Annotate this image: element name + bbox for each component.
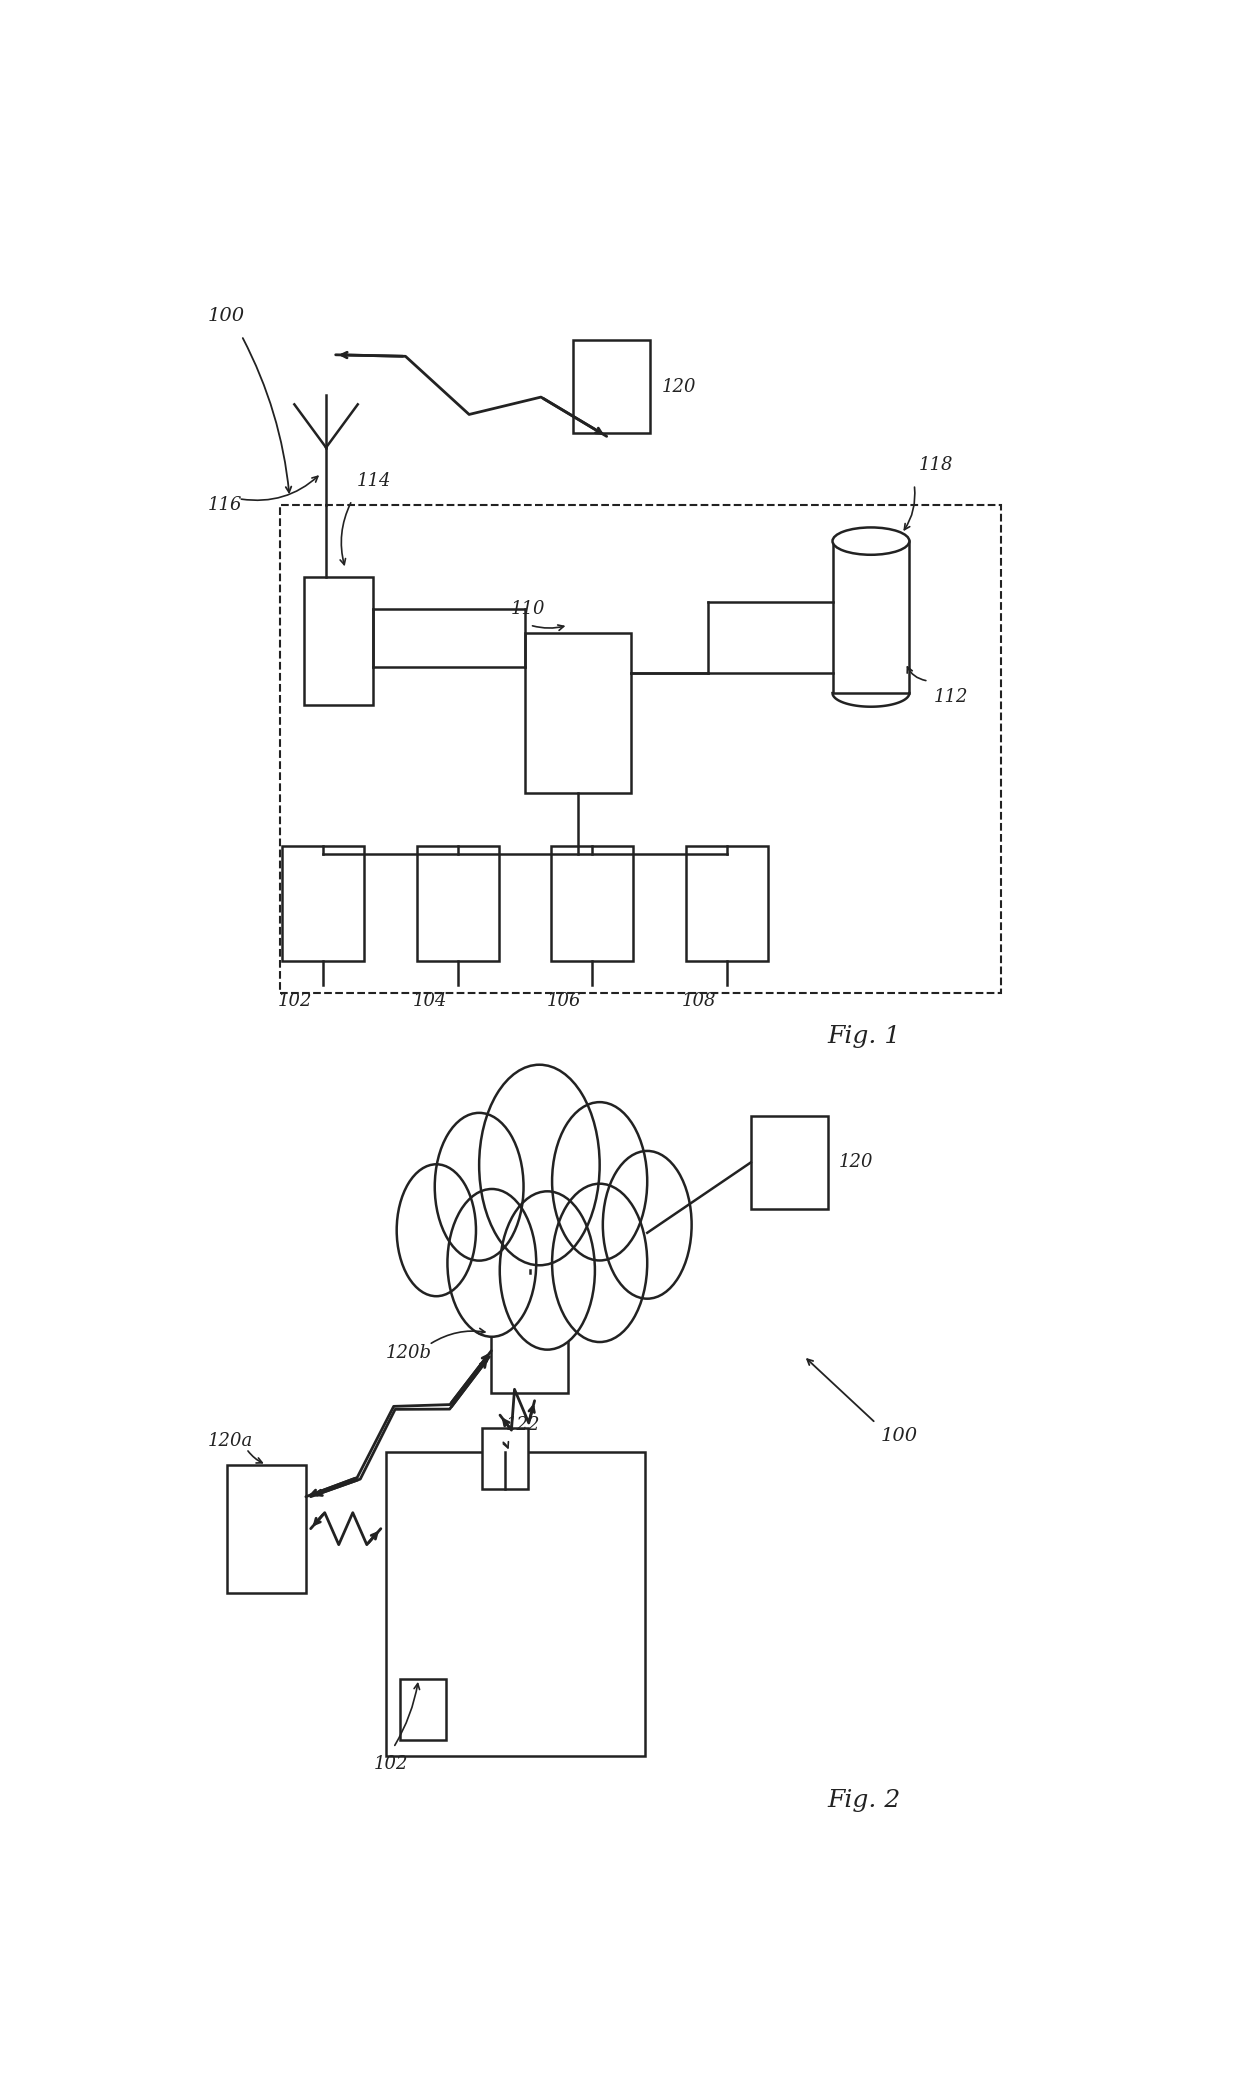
Bar: [283, 845, 365, 962]
Bar: [417, 845, 498, 962]
Circle shape: [435, 1113, 523, 1261]
Text: 120: 120: [661, 378, 696, 397]
Text: 120b: 120b: [386, 1344, 432, 1363]
Circle shape: [552, 1103, 647, 1261]
Text: 108: 108: [682, 993, 717, 1009]
Text: 100: 100: [208, 307, 246, 326]
Circle shape: [479, 1066, 600, 1265]
Bar: [386, 1452, 645, 1755]
Text: 106: 106: [547, 993, 582, 1009]
Ellipse shape: [832, 528, 909, 555]
Bar: [280, 505, 1001, 993]
Bar: [573, 341, 650, 434]
Circle shape: [603, 1151, 692, 1298]
Bar: [832, 542, 909, 694]
Text: 104: 104: [413, 993, 448, 1009]
Text: 122: 122: [506, 1417, 541, 1433]
Text: 116: 116: [208, 496, 242, 515]
Bar: [491, 1273, 568, 1394]
Text: 120: 120: [839, 1153, 874, 1171]
Bar: [401, 1678, 446, 1741]
Text: 102: 102: [374, 1755, 409, 1774]
Circle shape: [397, 1165, 476, 1296]
Circle shape: [552, 1184, 647, 1342]
Bar: [481, 1427, 528, 1489]
Text: 118: 118: [919, 457, 954, 474]
Text: 102: 102: [278, 993, 312, 1009]
Circle shape: [448, 1188, 536, 1338]
Bar: [227, 1464, 306, 1593]
Text: Fig. 2: Fig. 2: [828, 1788, 901, 1811]
Text: 110: 110: [511, 600, 546, 619]
Text: 114: 114: [357, 471, 392, 490]
Bar: [751, 1115, 828, 1209]
Circle shape: [500, 1192, 595, 1350]
Text: 120a: 120a: [208, 1431, 253, 1450]
Bar: [552, 845, 634, 962]
Bar: [686, 845, 768, 962]
Bar: [525, 633, 631, 793]
Text: Fig. 1: Fig. 1: [828, 1024, 901, 1047]
Bar: [304, 577, 373, 704]
Text: 112: 112: [934, 687, 968, 706]
Text: 100: 100: [880, 1427, 918, 1446]
